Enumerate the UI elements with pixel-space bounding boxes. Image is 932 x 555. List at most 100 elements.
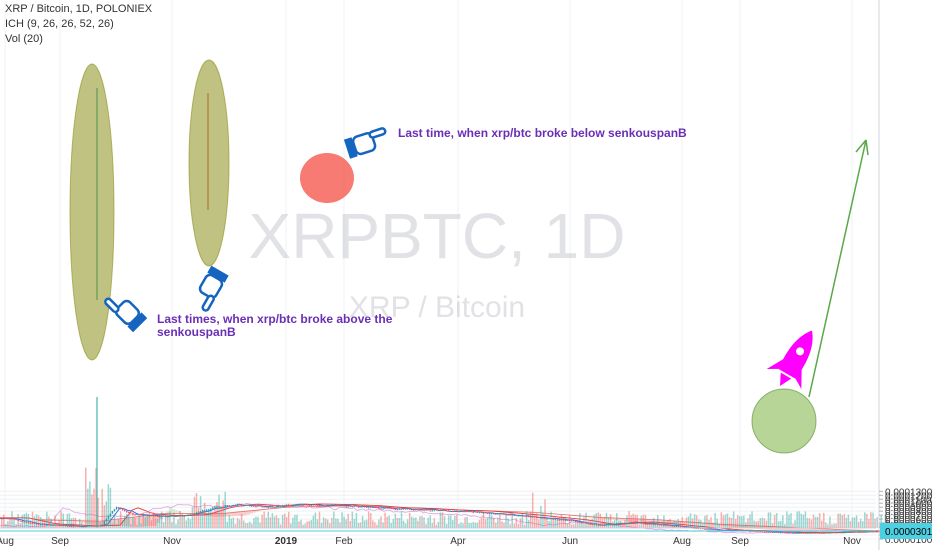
candle-body bbox=[432, 510, 434, 511]
volume-bar bbox=[214, 507, 216, 528]
candle-body bbox=[487, 513, 489, 514]
candle-body bbox=[770, 532, 772, 533]
candle-body bbox=[647, 524, 649, 525]
candle-body bbox=[856, 532, 858, 533]
candle-body bbox=[13, 519, 15, 520]
volume-legend[interactable]: Vol (20) bbox=[5, 33, 43, 45]
candle-body bbox=[48, 525, 50, 526]
volume-bar bbox=[643, 515, 645, 528]
volume-bar bbox=[444, 516, 446, 528]
volume-bar bbox=[833, 524, 835, 528]
candle-body bbox=[497, 514, 499, 515]
candle-body bbox=[825, 533, 827, 534]
volume-bar bbox=[374, 522, 376, 528]
candle-body bbox=[493, 513, 495, 514]
volume-bar bbox=[91, 494, 93, 528]
volume-bar bbox=[485, 519, 487, 528]
candle-body bbox=[661, 524, 663, 525]
volume-bar bbox=[663, 515, 665, 528]
volume-bar bbox=[450, 515, 452, 528]
candle-body bbox=[796, 533, 798, 534]
candle-body bbox=[216, 507, 218, 508]
volume-bar bbox=[157, 519, 159, 528]
volume-bar bbox=[856, 516, 858, 528]
projection-arrow-head bbox=[856, 140, 868, 155]
candle-body bbox=[561, 519, 563, 520]
candle-body bbox=[32, 523, 34, 524]
volume-bar bbox=[626, 516, 628, 528]
candle-body bbox=[15, 519, 17, 520]
candle-body bbox=[212, 508, 214, 509]
volume-bar bbox=[253, 518, 255, 528]
time-tick-label: Aug bbox=[0, 536, 14, 547]
volume-bar bbox=[741, 516, 743, 528]
volume-bar bbox=[477, 523, 479, 528]
volume-bar bbox=[245, 523, 247, 528]
volume-bar bbox=[345, 519, 347, 528]
candle-body bbox=[542, 518, 544, 519]
volume-bar bbox=[427, 518, 429, 528]
volume-bar bbox=[778, 521, 780, 528]
candle-body bbox=[147, 515, 149, 516]
volume-bar bbox=[862, 521, 864, 528]
candle-body bbox=[659, 524, 661, 525]
candle-body bbox=[682, 526, 684, 527]
candle-body bbox=[183, 516, 185, 517]
volume-bar bbox=[876, 517, 878, 528]
volume-bar bbox=[270, 517, 272, 528]
candle-body bbox=[241, 504, 243, 505]
volume-bar bbox=[493, 518, 495, 528]
volume-bar bbox=[194, 497, 196, 528]
candle-body bbox=[788, 533, 790, 534]
volume-bar bbox=[749, 515, 751, 528]
volume-bar bbox=[397, 518, 399, 528]
volume-bar bbox=[251, 524, 253, 528]
candle-body bbox=[790, 533, 792, 534]
candle-body bbox=[339, 505, 341, 506]
candle-body bbox=[22, 521, 24, 522]
volume-bar bbox=[323, 517, 325, 528]
time-tick-label: Sep bbox=[51, 536, 69, 547]
candle-body bbox=[44, 524, 46, 525]
candle-body bbox=[780, 532, 782, 533]
volume-bar bbox=[737, 515, 739, 528]
price-axis[interactable]: 0.000010000.000020000.000030000.00004000… bbox=[879, 0, 932, 550]
candle-body bbox=[224, 506, 226, 507]
volume-bar bbox=[411, 517, 413, 528]
candle-body bbox=[214, 507, 216, 508]
volume-bar bbox=[124, 516, 126, 528]
ichimoku-legend[interactable]: ICH (9, 26, 26, 52, 26) bbox=[5, 18, 114, 30]
candle-body bbox=[850, 532, 852, 533]
volume-bar bbox=[413, 518, 415, 528]
volume-bar bbox=[409, 513, 411, 528]
volume-bar bbox=[559, 517, 561, 528]
volume-bar bbox=[657, 515, 659, 528]
candle-body bbox=[288, 505, 290, 506]
volume-bar bbox=[563, 517, 565, 528]
candle-body bbox=[364, 506, 366, 507]
volume-bar bbox=[671, 522, 673, 528]
candle-body bbox=[831, 532, 833, 533]
candle-body bbox=[522, 515, 524, 516]
volume-bar bbox=[399, 518, 401, 528]
cloud-segment bbox=[247, 511, 250, 514]
volume-bar bbox=[155, 518, 157, 528]
candle-body bbox=[766, 532, 768, 533]
candle-body bbox=[604, 525, 606, 526]
volume-bar bbox=[26, 513, 28, 528]
volume-bar bbox=[268, 512, 270, 528]
candle-body bbox=[343, 505, 345, 506]
volume-bar bbox=[786, 511, 788, 528]
candle-body bbox=[268, 507, 270, 508]
candle-body bbox=[524, 516, 526, 517]
volume-bar bbox=[798, 511, 800, 528]
volume-bar bbox=[534, 516, 536, 528]
volume-bar bbox=[719, 524, 721, 528]
volume-bar bbox=[446, 524, 448, 528]
candle-body bbox=[782, 532, 784, 533]
volume-bar bbox=[837, 514, 839, 528]
candle-body bbox=[452, 511, 454, 512]
